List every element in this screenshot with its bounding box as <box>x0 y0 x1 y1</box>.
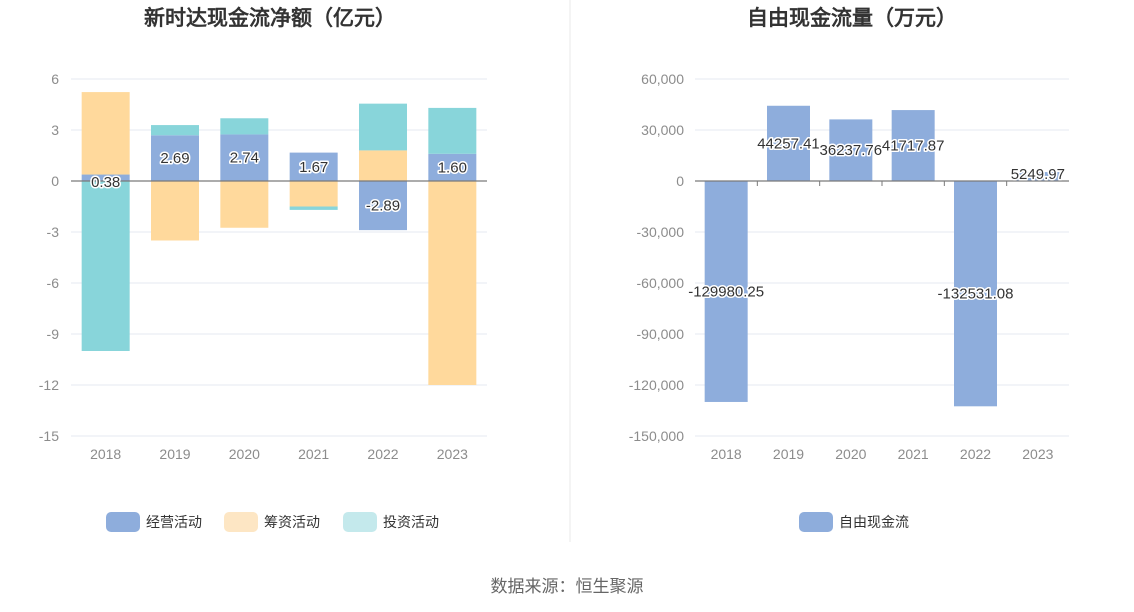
net-cash-flow-label-2020: 2.74 <box>230 150 259 167</box>
net-cash-flow-y-tick-6: -12 <box>39 377 59 393</box>
net-cash-flow-y-tick-7: -15 <box>39 428 59 444</box>
free-cash-flow-bar-2020 <box>829 119 873 181</box>
free-cash-flow-label-2022: -132531.08 <box>938 286 1014 303</box>
net-cash-flow-bar-financing-2022 <box>359 150 407 181</box>
net-cash-flow-gridlines <box>71 78 487 437</box>
net-cash-flow-title: 新时达现金流净额（亿元） <box>144 6 396 30</box>
net-cash-flow-bar-operating-2022 <box>359 181 407 231</box>
free-cash-flow-y-tick-3: -30,000 <box>637 224 685 240</box>
net-cash-flow-x-tick-2020: 2020 <box>229 446 260 462</box>
net-cash-flow-legend-swatch-financing[interactable] <box>224 512 258 532</box>
free-cash-flow-y-ticks: 60,000 30,000 0 -30,000 -60,000 -90,000 -120,0… <box>629 71 684 444</box>
free-cash-flow-bar-2021 <box>891 110 935 181</box>
net-cash-flow-label-2018: 0.38 <box>91 174 120 191</box>
net-cash-flow-y-tick-1: 3 <box>51 122 59 138</box>
free-cash-flow-gridlines <box>695 78 1069 437</box>
net-cash-flow-bar-operating-2023 <box>428 153 477 181</box>
free-cash-flow-y-tick-5: -90,000 <box>637 326 685 342</box>
net-cash-flow-x-tick-2019: 2019 <box>159 446 190 462</box>
net-cash-flow-label-2022: -2.89 <box>366 198 400 215</box>
free-cash-flow-y-tick-7: -150,000 <box>629 428 684 444</box>
free-cash-flow-x-tick-2020: 2020 <box>835 446 866 462</box>
net-cash-flow-bars <box>81 92 477 385</box>
net-cash-flow-x-tick-2021: 2021 <box>298 446 329 462</box>
net-cash-flow-label-2023: 1.60 <box>438 159 467 176</box>
free-cash-flow-chart: 自由现金流量（万元） 60,000 30,000 0 -30,000 -60,000 -9… <box>629 6 1069 532</box>
free-cash-flow-label-2023: 5249.97 <box>1011 166 1065 183</box>
free-cash-flow-x-tick-2018: 2018 <box>711 446 742 462</box>
free-cash-flow-x-tick-2019: 2019 <box>773 446 804 462</box>
free-cash-flow-x-tick-2023: 2023 <box>1022 446 1053 462</box>
free-cash-flow-y-tick-0: 60,000 <box>641 71 684 87</box>
net-cash-flow-bar-financing-2023 <box>428 181 477 385</box>
free-cash-flow-x-tick-2022: 2022 <box>960 446 991 462</box>
net-cash-flow-label-2019: 2.69 <box>160 150 189 167</box>
net-cash-flow-chart: 新时达现金流净额（亿元） 6 3 0 -3 -6 -9 -12 -15 2018 2019 202… <box>39 6 487 532</box>
free-cash-flow-label-2021: 41717.87 <box>882 138 945 155</box>
free-cash-flow-label-2020: 36237.76 <box>820 142 883 159</box>
net-cash-flow-y-tick-2: 0 <box>51 173 59 189</box>
net-cash-flow-bar-investing-2020 <box>220 118 269 135</box>
net-cash-flow-legend-swatch-operating[interactable] <box>106 512 140 532</box>
free-cash-flow-bar-2019 <box>767 105 810 181</box>
net-cash-flow-bar-investing-2019 <box>151 125 199 136</box>
free-cash-flow-zero-axis <box>695 180 1069 186</box>
net-cash-flow-x-tick-2022: 2022 <box>367 446 398 462</box>
net-cash-flow-bar-operating-2021 <box>289 152 338 181</box>
data-source-note: 数据来源：恒生聚源 <box>491 577 644 597</box>
free-cash-flow-bar-2023 <box>1016 172 1060 181</box>
free-cash-flow-y-tick-4: -60,000 <box>637 275 685 291</box>
net-cash-flow-bar-financing-2019 <box>151 181 199 241</box>
net-cash-flow-legend: 经营活动 筹资活动 投资活动 <box>106 512 439 532</box>
net-cash-flow-bar-investing-2022 <box>359 103 407 151</box>
net-cash-flow-bar-financing-2020 <box>220 181 269 228</box>
free-cash-flow-bar-2022 <box>954 181 997 407</box>
free-cash-flow-x-ticks: 2018 2019 2020 2021 2022 2023 <box>711 446 1054 462</box>
net-cash-flow-x-tick-2018: 2018 <box>90 446 121 462</box>
free-cash-flow-x-tick-2021: 2021 <box>898 446 929 462</box>
net-cash-flow-y-ticks: 6 3 0 -3 -6 -9 -12 -15 <box>39 71 59 444</box>
net-cash-flow-bar-operating-2019 <box>151 135 199 181</box>
net-cash-flow-x-tick-2023: 2023 <box>437 446 468 462</box>
net-cash-flow-bar-investing-2023 <box>428 107 477 154</box>
free-cash-flow-label-2019: 44257.41 <box>757 135 820 152</box>
net-cash-flow-bar-financing-2021 <box>289 181 338 207</box>
free-cash-flow-legend: 自由现金流 <box>799 512 909 532</box>
net-cash-flow-bar-investing-2018 <box>81 181 130 351</box>
free-cash-flow-y-tick-2: 0 <box>676 173 684 189</box>
net-cash-flow-y-tick-0: 6 <box>51 71 59 87</box>
free-cash-flow-y-tick-1: 30,000 <box>641 122 684 138</box>
net-cash-flow-bar-investing-2021 <box>289 206 338 210</box>
net-cash-flow-bar-operating-2018 <box>81 174 130 181</box>
net-cash-flow-label-2021: 1.67 <box>299 159 328 176</box>
net-cash-flow-x-ticks: 2018 2019 2020 2021 2022 2023 <box>90 446 468 462</box>
net-cash-flow-y-tick-4: -6 <box>47 275 60 291</box>
free-cash-flow-legend-label[interactable]: 自由现金流 <box>839 515 909 531</box>
free-cash-flow-data-labels: -129980.25 44257.41 36237.76 41717.87 -13253… <box>687 134 1067 304</box>
free-cash-flow-legend-swatch[interactable] <box>799 512 833 532</box>
net-cash-flow-data-labels: 0.38 2.69 2.74 1.67 -2.89 1.60 <box>90 148 469 216</box>
net-cash-flow-bar-financing-2018 <box>81 92 130 175</box>
net-cash-flow-bar-operating-2020 <box>220 134 269 181</box>
net-cash-flow-legend-label-investing[interactable]: 投资活动 <box>383 515 439 531</box>
net-cash-flow-y-tick-3: -3 <box>47 224 60 240</box>
free-cash-flow-bars <box>704 105 1060 407</box>
free-cash-flow-title: 自由现金流量（万元） <box>747 6 957 30</box>
net-cash-flow-legend-swatch-investing[interactable] <box>343 512 377 532</box>
net-cash-flow-legend-label-financing[interactable]: 筹资活动 <box>264 514 320 531</box>
free-cash-flow-y-tick-6: -120,000 <box>629 377 684 393</box>
free-cash-flow-label-2018: -129980.25 <box>688 283 764 300</box>
free-cash-flow-bar-2018 <box>704 181 748 402</box>
net-cash-flow-legend-label-operating[interactable]: 经营活动 <box>146 515 202 531</box>
net-cash-flow-y-tick-5: -9 <box>47 326 60 342</box>
